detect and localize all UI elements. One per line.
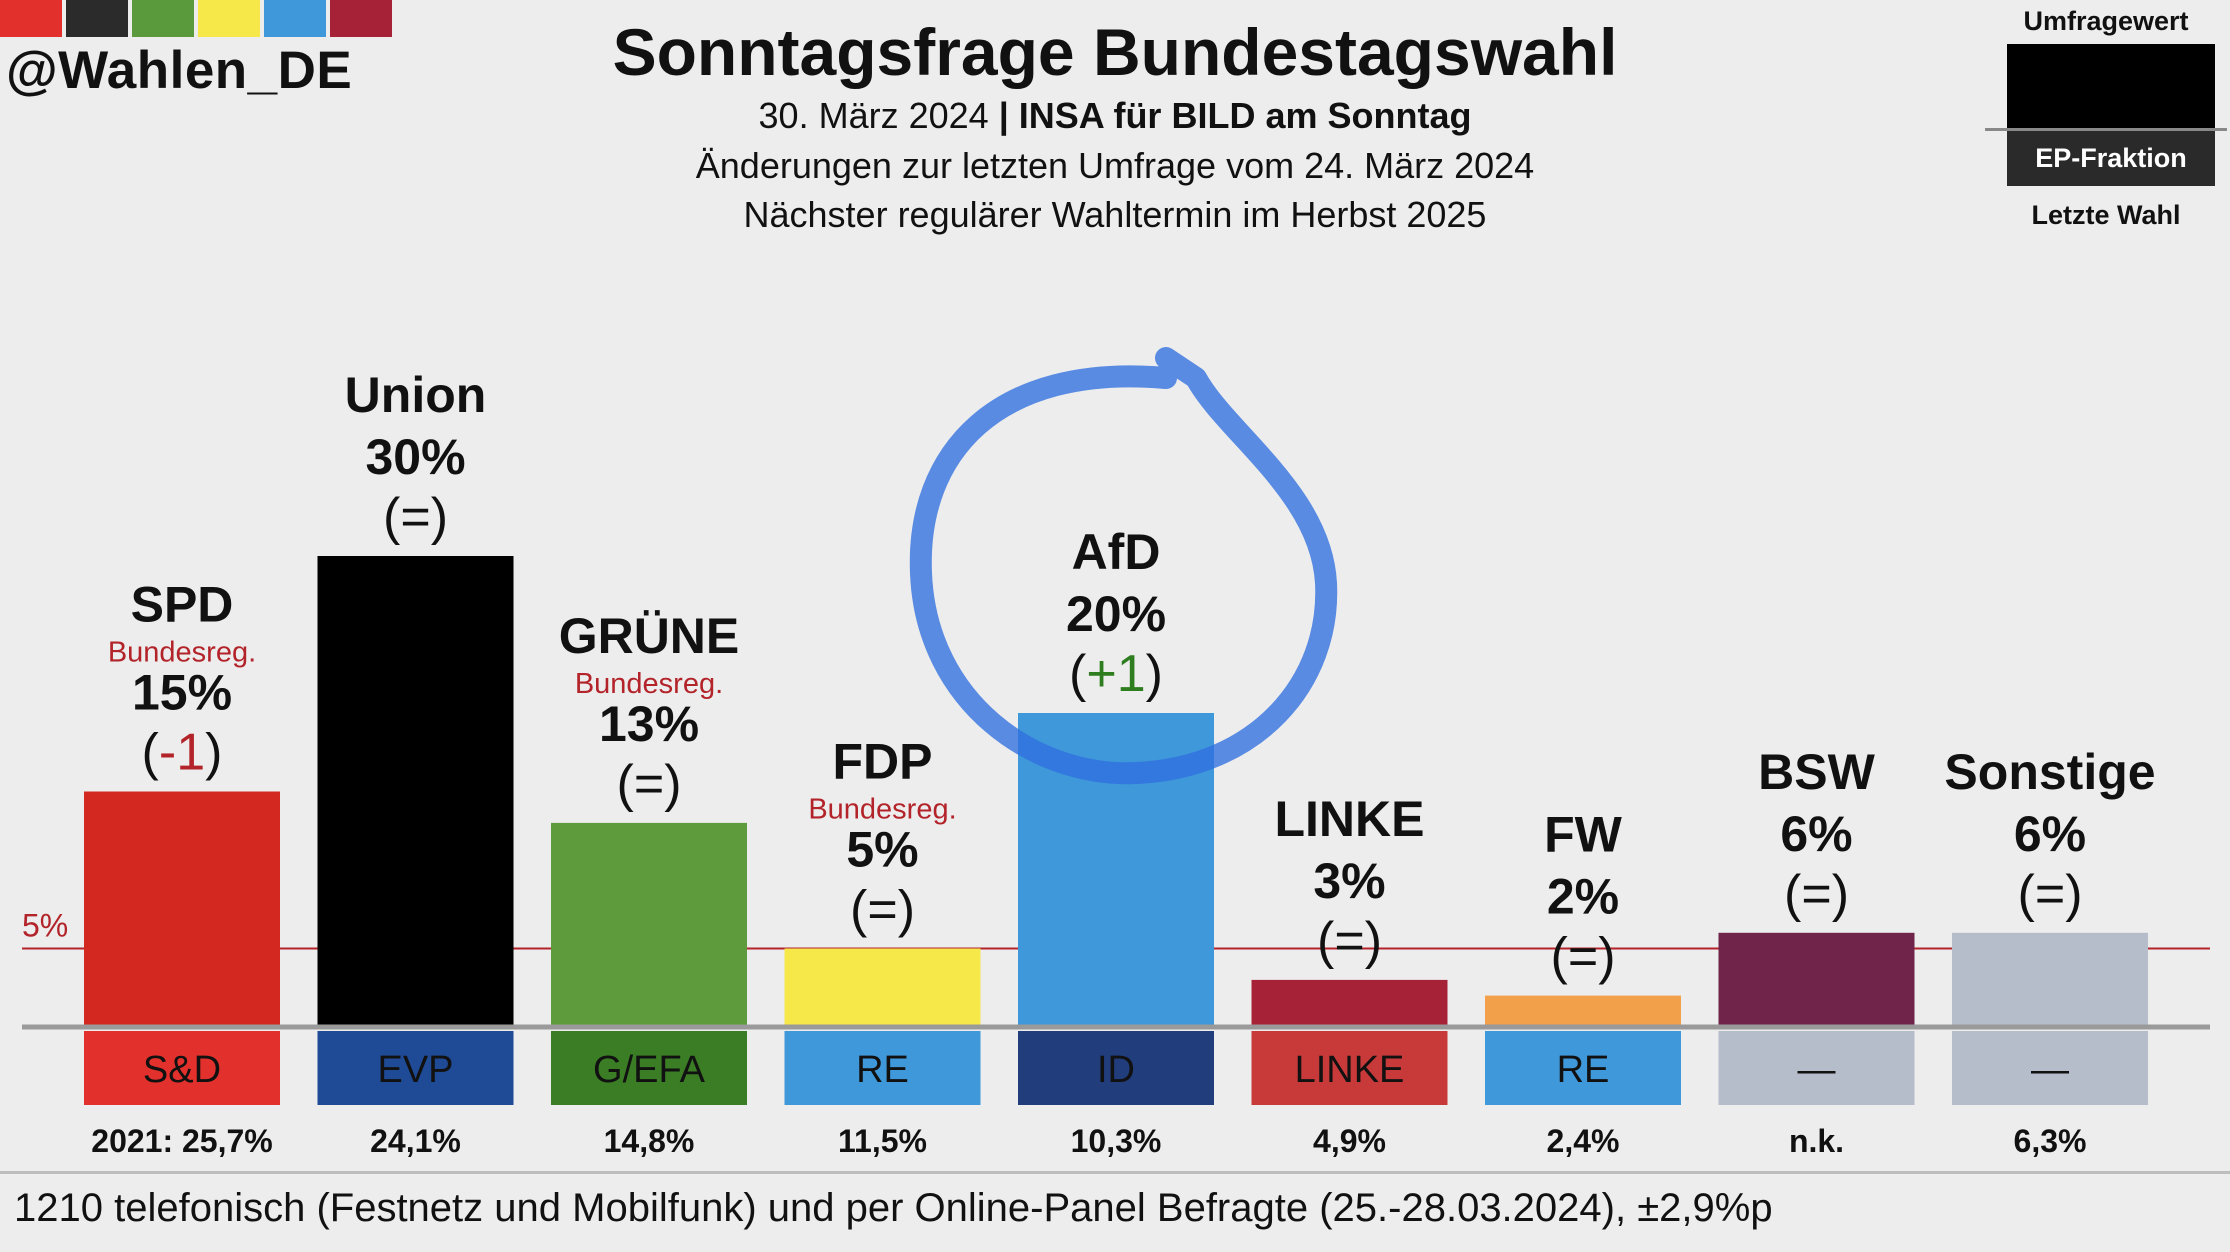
value-label: 6% xyxy=(2014,806,2086,862)
value-label: 2% xyxy=(1547,869,1619,925)
ep-group-box xyxy=(551,1031,747,1105)
change-label: (=) xyxy=(383,488,448,546)
bar-sonstige xyxy=(1952,932,2148,1027)
ep-group-label: EVP xyxy=(377,1049,453,1091)
change-label: (+1) xyxy=(1069,645,1163,703)
last-election-label: 6,3% xyxy=(2014,1123,2087,1159)
last-election-label: 2021: 25,7% xyxy=(91,1123,272,1159)
bar-fw xyxy=(1485,995,1681,1027)
subtitle-source: INSA für BILD am Sonntag xyxy=(1018,95,1472,136)
footnote: 1210 telefonisch (Festnetz und Mobilfunk… xyxy=(14,1186,1773,1230)
flag-swatch xyxy=(66,0,128,37)
change-label: (=) xyxy=(1317,912,1382,970)
bar-union xyxy=(317,556,514,1027)
party-label: FDP xyxy=(833,734,933,790)
ep-group-label: RE xyxy=(856,1049,909,1091)
bar-fdp xyxy=(784,948,981,1027)
value-label: 30% xyxy=(365,429,465,485)
change-label: (=) xyxy=(1550,928,1615,986)
party-label: GRÜNE xyxy=(559,608,740,664)
last-election-label: 4,9% xyxy=(1313,1123,1386,1159)
ep-group-box xyxy=(784,1031,981,1105)
value-label: 5% xyxy=(846,822,918,878)
last-election-label: n.k. xyxy=(1789,1123,1844,1159)
legend-ep-label: EP-Fraktion xyxy=(2007,131,2215,186)
value-label: 15% xyxy=(132,665,232,721)
ep-group-box xyxy=(1718,1031,1915,1105)
legend-last-election-label: Letzte Wahl xyxy=(2031,200,2181,230)
subtitle-separator: | xyxy=(998,95,1009,136)
value-label: 6% xyxy=(1780,806,1852,862)
flag-stripe xyxy=(0,0,392,37)
party-label: BSW xyxy=(1758,744,1875,800)
gov-note: Bundesreg. xyxy=(108,637,256,669)
bar-linke xyxy=(1251,979,1448,1027)
subtitle-date: 30. März 2024 xyxy=(758,95,989,136)
flag-swatch xyxy=(0,0,62,37)
change-label: (=) xyxy=(850,881,915,939)
legend-baseline xyxy=(1985,128,2227,131)
change-label: (-1) xyxy=(142,724,223,782)
change-label: (=) xyxy=(2017,865,2082,923)
party-label: AfD xyxy=(1072,524,1161,580)
bar-grüne xyxy=(551,822,747,1027)
ep-group-label: ID xyxy=(1097,1049,1135,1091)
ep-group-box xyxy=(1485,1031,1681,1105)
party-label: Union xyxy=(345,367,487,423)
bar-spd xyxy=(84,791,280,1027)
ep-group-box xyxy=(84,1031,280,1105)
account-handle: @Wahlen_DE xyxy=(6,41,353,100)
flag-swatch xyxy=(330,0,392,37)
subtitle-changes: Änderungen zur letzten Umfrage vom 24. M… xyxy=(695,145,1535,186)
ep-group-label: LINKE xyxy=(1295,1049,1405,1091)
flag-swatch xyxy=(132,0,194,37)
party-label: FW xyxy=(1544,807,1623,863)
ep-group-label: — xyxy=(1798,1049,1836,1091)
ep-group-box xyxy=(1251,1031,1448,1105)
value-label: 13% xyxy=(599,696,699,752)
change-label: (=) xyxy=(616,755,681,813)
last-election-label: 14,8% xyxy=(604,1123,695,1159)
legend-poll-label: Umfragewert xyxy=(2023,6,2189,36)
gov-note: Bundesreg. xyxy=(808,794,956,826)
ep-group-box xyxy=(317,1031,514,1105)
highlight-circle xyxy=(909,347,1338,785)
ep-group-label: G/EFA xyxy=(593,1049,706,1091)
ep-group-label: RE xyxy=(1557,1049,1610,1091)
last-election-label: 11,5% xyxy=(838,1123,927,1159)
subtitle-next-election: Nächster regulärer Wahltermin im Herbst … xyxy=(743,194,1487,235)
ep-group-label: — xyxy=(2031,1049,2069,1091)
flag-swatch xyxy=(198,0,260,37)
last-election-label: 10,3% xyxy=(1071,1123,1162,1159)
ep-group-box xyxy=(1952,1031,2148,1105)
party-label: SPD xyxy=(131,577,234,633)
legend-bar-swatch xyxy=(2007,44,2215,129)
bar-bsw xyxy=(1718,932,1915,1027)
last-election-label: 24,1% xyxy=(370,1123,461,1159)
subtitle-date-source: 30. März 2024 | INSA für BILD am Sonntag xyxy=(0,95,2230,137)
chart-title: Sonntagsfrage Bundestagswahl xyxy=(612,15,1618,89)
ep-group-label: S&D xyxy=(143,1049,221,1091)
change-label: (=) xyxy=(1784,865,1849,923)
ep-group-box xyxy=(1018,1031,1214,1105)
party-label: LINKE xyxy=(1275,791,1425,847)
value-label: 20% xyxy=(1066,586,1166,642)
last-election-label: 2,4% xyxy=(1547,1123,1620,1159)
footer-divider xyxy=(0,1171,2230,1174)
threshold-label: 5% xyxy=(22,908,68,944)
party-label: Sonstige xyxy=(1944,744,2155,800)
gov-note: Bundesreg. xyxy=(575,668,723,700)
flag-swatch xyxy=(264,0,326,37)
value-label: 3% xyxy=(1313,853,1385,909)
